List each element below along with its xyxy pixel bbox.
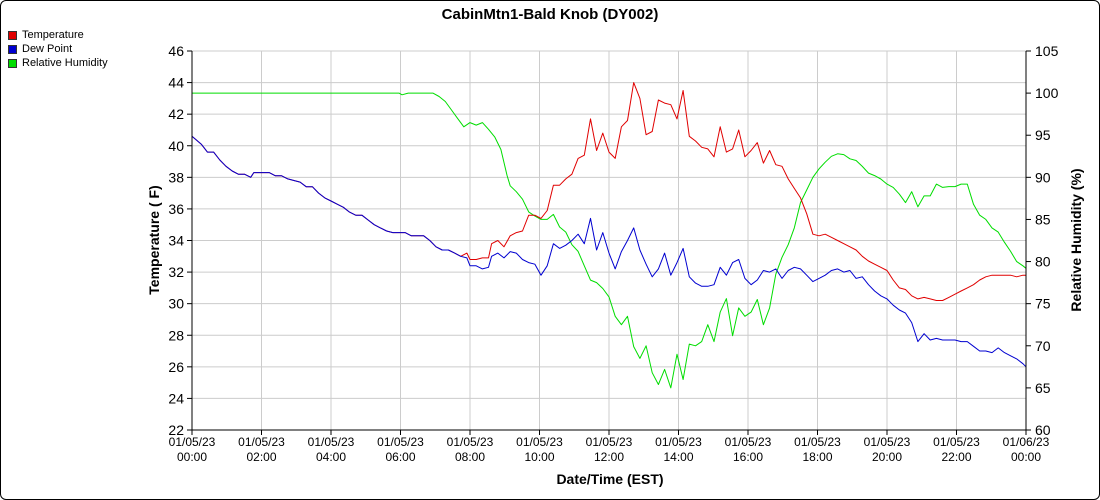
y-tick-label: 38	[168, 169, 184, 185]
legend-swatch	[8, 30, 17, 40]
x-tick-time: 16:00	[733, 450, 763, 464]
legend-label: Relative Humidity	[22, 57, 108, 69]
y-tick-label: 44	[168, 75, 184, 91]
y2-tick-label: 60	[1035, 422, 1051, 438]
y-tick-label: 22	[168, 422, 184, 438]
y-tick-label: 30	[168, 296, 184, 312]
x-tick-time: 04:00	[316, 450, 346, 464]
x-tick-time: 08:00	[455, 450, 485, 464]
x-tick-date: 01/05/23	[794, 435, 841, 449]
y-tick-label: 24	[168, 390, 184, 406]
x-tick-time: 12:00	[594, 450, 624, 464]
legend-swatch	[8, 58, 17, 68]
y-tick-label: 32	[168, 264, 184, 280]
legend-label: Dew Point	[22, 43, 73, 55]
y2-tick-label: 80	[1035, 254, 1051, 270]
y-tick-label: 42	[168, 106, 184, 122]
y-tick-label: 46	[168, 43, 184, 59]
y-tick-label: 34	[168, 233, 184, 249]
x-tick-date: 01/05/23	[725, 435, 772, 449]
x-tick-date: 01/05/23	[169, 435, 216, 449]
x-tick-time: 00:00	[177, 450, 207, 464]
x-tick-date: 01/05/23	[516, 435, 563, 449]
x-tick-time: 02:00	[246, 450, 276, 464]
x-tick-date: 01/05/23	[377, 435, 424, 449]
series-line-relative-humidity	[192, 92, 1027, 389]
x-tick-date: 01/05/23	[933, 435, 980, 449]
x-tick-time: 06:00	[385, 450, 415, 464]
x-tick-time: 14:00	[663, 450, 693, 464]
x-tick-time: 10:00	[524, 450, 554, 464]
y2-tick-label: 65	[1035, 380, 1051, 396]
y2-axis-label: Relative Humidity (%)	[1068, 168, 1084, 311]
x-tick-date: 01/05/23	[864, 435, 911, 449]
x-tick-date: 01/05/23	[447, 435, 494, 449]
y2-tick-label: 85	[1035, 211, 1051, 227]
y2-tick-label: 90	[1035, 169, 1051, 185]
legend-label: Temperature	[22, 29, 84, 41]
x-tick-time: 20:00	[872, 450, 902, 464]
series-line-dew-point	[191, 135, 1027, 368]
x-tick-date: 01/06/23	[1003, 435, 1050, 449]
y2-tick-label: 105	[1035, 43, 1059, 59]
legend-swatch	[8, 44, 17, 54]
x-tick-date: 01/05/23	[586, 435, 633, 449]
y-tick-label: 26	[168, 359, 184, 375]
x-tick-date: 01/05/23	[238, 435, 285, 449]
y2-tick-label: 70	[1035, 338, 1051, 354]
x-tick-date: 01/05/23	[308, 435, 355, 449]
y-tick-label: 40	[168, 138, 184, 154]
series-layer	[191, 82, 1027, 389]
legend-item: Temperature	[8, 28, 108, 42]
x-tick-time: 00:00	[1011, 450, 1041, 464]
y2-tick-label: 75	[1035, 296, 1051, 312]
grid	[191, 50, 1027, 431]
axes: 22 24 26 28 30 32 34 36 38 40 42 44 46 60 65 70 75 80 85 90…	[168, 43, 1058, 464]
legend-item: Dew Point	[8, 42, 108, 56]
x-axis-label: Date/Time (EST)	[556, 471, 663, 487]
chart-title: CabinMtn1-Bald Knob (DY002)	[442, 6, 659, 23]
x-tick-date: 01/05/23	[655, 435, 702, 449]
legend-item: Relative Humidity	[8, 56, 108, 70]
y-tick-label: 36	[168, 201, 184, 217]
x-tick-time: 22:00	[941, 450, 971, 464]
legend: Temperature Dew Point Relative Humidity	[8, 28, 108, 70]
y-axis-label: Temperature ( F)	[146, 185, 162, 294]
y2-tick-label: 100	[1035, 85, 1059, 101]
x-tick-time: 18:00	[802, 450, 832, 464]
y2-tick-label: 95	[1035, 127, 1051, 143]
y-tick-label: 28	[168, 327, 184, 343]
